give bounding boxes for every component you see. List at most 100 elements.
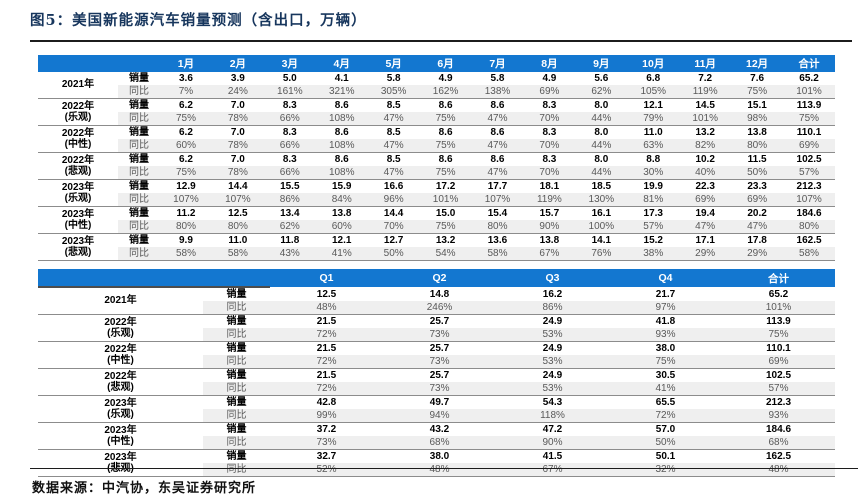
metric-label-sales: 销量 [203,395,270,409]
sales-value: 25.7 [383,368,496,382]
sales-value: 5.0 [263,72,316,85]
sales-value: 24.9 [496,341,609,355]
sales-value: 8.0 [575,98,628,112]
yoy-value: 50% [367,247,420,261]
table-gap [38,261,835,269]
sales-value: 15.4 [471,206,524,220]
sales-value: 7.0 [211,125,264,139]
sales-value: 162.5 [783,233,835,247]
metric-label-yoy: 同比 [203,355,270,369]
scenario-case: (中性) [64,220,92,231]
sales-value: 5.6 [575,72,628,85]
metric-label-sales: 销量 [203,449,270,463]
yoy-value: 62% [575,85,628,99]
scenario-year: 2022年 [104,343,137,355]
scenario-year: 2022年 [61,127,95,139]
yoy-value: 75% [160,112,212,126]
yoy-row: 同比 58% 58% 43% 41% 50% 54% 58% 67% 76% 38% 29% 29% 58… [38,247,835,261]
sales-value: 8.3 [263,98,316,112]
column-header-10月: 10月 [627,55,680,72]
yoy-value: 58% [211,247,264,261]
sales-value: 17.2 [419,179,472,193]
yoy-row: 同比 73% 68% 90% 50% 68% [38,436,835,450]
scenario-case: (中性) [107,436,134,447]
sales-value: 8.6 [315,125,368,139]
yoy-row: 同比 60% 78% 66% 108% 47% 75% 47% 70% 44% 63% 82% 80% 6… [38,139,835,153]
yoy-value: 76% [575,247,628,261]
yoy-value: 58% [783,247,835,261]
yoy-value: 80% [471,220,524,234]
yoy-value: 73% [270,436,383,450]
yoy-value: 78% [211,139,264,153]
sales-value: 6.2 [160,125,212,139]
sales-value: 13.6 [471,233,524,247]
metric-label-sales: 销量 [118,233,160,247]
sales-value: 12.9 [160,179,212,193]
yoy-value: 161% [263,85,316,99]
sales-value: 8.3 [263,125,316,139]
yoy-value: 98% [731,112,784,126]
sales-value: 102.5 [783,152,835,166]
scenario-label: 2022年 (中性) [38,125,118,153]
sales-value: 15.2 [627,233,680,247]
scenario-label: 2022年 (悲观) [38,152,118,180]
yoy-value: 78% [211,112,264,126]
yoy-value: 90% [496,436,609,450]
yoy-value: 305% [367,85,420,99]
yoy-value: 72% [609,409,722,423]
metric-label-yoy: 同比 [118,85,160,99]
yoy-value: 119% [523,193,576,207]
sales-value: 184.6 [783,206,835,220]
yoy-value: 43% [263,247,316,261]
yoy-value: 67% [496,463,609,477]
sales-value: 13.4 [263,206,316,220]
scenario-label: 2022年 (乐观) [38,98,118,126]
yoy-value: 47% [367,166,420,180]
sales-value: 12.5 [270,287,383,301]
yoy-value: 29% [731,247,784,261]
sales-value: 65.5 [609,395,722,409]
sales-value: 110.1 [783,125,835,139]
scenario-year: 2022年 [61,154,95,166]
sales-value: 7.6 [731,72,784,85]
sales-row: 2021年 销量 12.5 14.8 16.2 21.7 65.2 [38,287,835,315]
yoy-value: 53% [496,382,609,396]
yoy-value: 86% [496,301,609,315]
column-header-row: 1月 2月 3月 4月 5月 6月 7月 8月 9月 10月 11月 12月 合计 [38,55,835,72]
sales-value: 11.2 [160,206,212,220]
yoy-value: 82% [679,139,732,153]
sales-value: 3.6 [160,72,212,85]
sales-value: 32.7 [270,449,383,463]
sales-value: 41.5 [496,449,609,463]
sales-value: 14.5 [679,98,732,112]
yoy-value: 70% [523,139,576,153]
yoy-value: 66% [263,112,316,126]
sales-value: 21.5 [270,368,383,382]
monthly-table: 1月 2月 3月 4月 5月 6月 7月 8月 9月 10月 11月 12月 合计 2021年 销量 3.6 3… [38,55,835,261]
column-header-7月: 7月 [471,55,524,72]
scenario-case: (乐观) [107,409,134,420]
yoy-value: 50% [609,436,722,450]
sales-value: 11.0 [211,233,264,247]
sales-value: 14.4 [367,206,420,220]
sales-value: 113.9 [783,98,835,112]
sales-value: 6.8 [627,72,680,85]
yoy-value: 80% [211,220,264,234]
yoy-value: 57% [722,382,835,396]
scenario-year: 2023年 [104,397,137,409]
yoy-row: 同比 75% 78% 66% 108% 47% 75% 47% 70% 44% 30% 40% 50% 5… [38,166,835,180]
sales-row: 2022年 (乐观) 销量 6.2 7.0 8.3 8.6 8.5 8.6 8.6 8.3 8.0 12… [38,98,835,126]
sales-value: 12.5 [211,206,264,220]
yoy-row: 同比 107% 107% 86% 84% 96% 101% 107% 119% 130% 81% 69… [38,193,835,207]
yoy-value: 99% [270,409,383,423]
sales-value: 12.1 [315,233,368,247]
sales-value: 15.0 [419,206,472,220]
sales-value: 8.8 [627,152,680,166]
yoy-value: 66% [263,139,316,153]
yoy-value: 47% [367,139,420,153]
yoy-value: 50% [731,166,784,180]
yoy-value: 107% [160,193,212,207]
yoy-value: 96% [367,193,420,207]
sales-value: 8.6 [471,152,524,166]
scenario-label: 2022年 (乐观) [38,314,203,342]
